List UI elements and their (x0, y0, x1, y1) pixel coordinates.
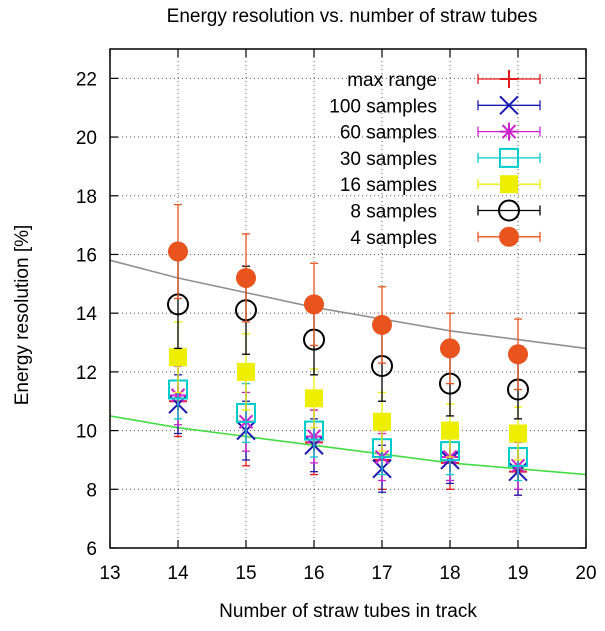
data-point-marker (168, 241, 188, 262)
series-8-samples (167, 259, 529, 420)
data-series (167, 203, 529, 496)
data-point-marker (499, 95, 519, 116)
chart-title: Energy resolution vs. number of straw tu… (167, 6, 538, 27)
legend: max range 100 samples 60 samples 30 samples… (329, 70, 541, 249)
axis-ticks: 13 14 15 16 17 18 19 20 6 8 10 12 14 16 18 20 22 (76, 49, 597, 584)
legend-item: 60 samples (340, 122, 541, 144)
series-100-samples (168, 374, 528, 496)
data-point-marker (508, 344, 528, 365)
data-point-marker (500, 175, 518, 194)
data-point-marker (498, 199, 520, 222)
fit-curve (109, 415, 587, 476)
legend-label: 8 samples (350, 202, 437, 223)
legend-item: 4 samples (350, 226, 541, 249)
legend-item: 30 samples (340, 147, 541, 170)
y-tick-label: 18 (76, 187, 97, 208)
legend-item: 100 samples (329, 95, 541, 117)
data-point-marker (373, 412, 391, 431)
y-tick-label: 20 (76, 128, 97, 149)
x-tick-label: 13 (99, 563, 120, 584)
y-axis-label: Energy resolution [%] (12, 225, 33, 406)
x-tick-label: 14 (167, 563, 189, 584)
data-point-marker (372, 314, 392, 335)
data-point-marker (304, 294, 324, 315)
series-16-samples (169, 321, 527, 461)
x-tick-label: 20 (575, 563, 596, 584)
data-point-marker (499, 147, 519, 168)
series-4-samples (168, 203, 528, 391)
data-point-marker (440, 338, 460, 359)
fit-curves (109, 259, 587, 476)
y-tick-label: 6 (86, 539, 97, 560)
y-tick-label: 14 (76, 304, 98, 325)
series-60-samples (169, 365, 527, 490)
data-point-marker (500, 122, 518, 141)
data-point-marker (169, 348, 187, 367)
x-axis-label: Number of straw tubes in track (219, 601, 477, 622)
x-tick-label: 16 (303, 563, 324, 584)
data-point-marker (499, 226, 519, 247)
data-point-marker (236, 267, 256, 288)
y-tick-label: 22 (76, 69, 97, 90)
data-point-marker (500, 70, 518, 88)
legend-label: max range (347, 70, 437, 91)
data-point-marker (441, 421, 459, 440)
y-tick-label: 16 (76, 245, 97, 266)
data-point-marker (305, 389, 323, 408)
data-point-marker (509, 424, 527, 443)
legend-label: 4 samples (350, 228, 437, 249)
y-tick-label: 8 (86, 480, 97, 501)
legend-label: 16 samples (340, 175, 437, 196)
legend-item: 8 samples (350, 199, 541, 223)
y-tick-label: 10 (76, 422, 97, 443)
series-30-samples (168, 359, 528, 482)
x-tick-label: 18 (439, 563, 460, 584)
legend-label: 30 samples (340, 149, 437, 170)
x-tick-label: 17 (371, 563, 392, 584)
fit-curve (109, 259, 587, 350)
legend-label: 60 samples (340, 123, 437, 144)
y-tick-label: 12 (76, 363, 97, 384)
data-point-marker (237, 362, 255, 381)
plot-frame (109, 48, 587, 549)
legend-item: max range (347, 70, 541, 91)
x-tick-label: 15 (235, 563, 256, 584)
x-tick-label: 19 (507, 563, 528, 584)
legend-label: 100 samples (329, 96, 437, 117)
legend-item: 16 samples (340, 175, 541, 196)
